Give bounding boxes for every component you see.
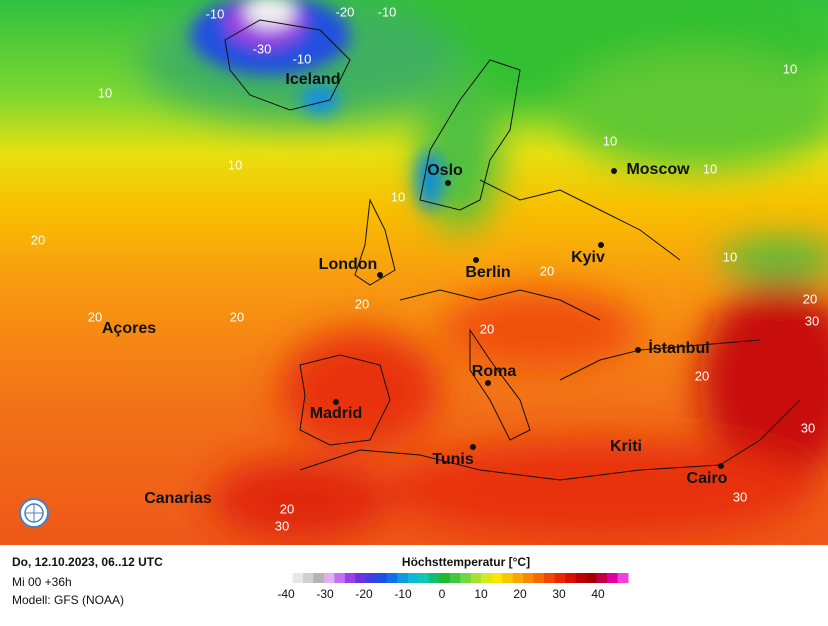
- legend-swatch: [449, 573, 461, 583]
- legend-swatch: [554, 573, 566, 583]
- city-label: Berlin: [465, 264, 510, 281]
- isoline-label: -10: [378, 4, 397, 19]
- isoline-label: 10: [228, 157, 242, 172]
- forecast-run: Mi 00 +36h: [12, 575, 72, 589]
- legend-swatch: [407, 573, 419, 583]
- legend-swatch: [397, 573, 409, 583]
- legend-tick-label: 10: [474, 587, 488, 601]
- isoline-label: -30: [253, 41, 272, 56]
- legend-swatch: [313, 573, 325, 583]
- legend-swatch: [565, 573, 577, 583]
- forecast-date: Do, 12.10.2023, 06..12 UTC: [12, 555, 163, 569]
- legend-tick-label: -10: [394, 587, 412, 601]
- legend-swatch: [596, 573, 608, 583]
- isoline-label: 30: [733, 489, 747, 504]
- isoline-label: 20: [695, 368, 709, 383]
- legend-swatch: [607, 573, 619, 583]
- legend-swatch: [586, 573, 598, 583]
- legend-swatch: [323, 573, 335, 583]
- isoline-label: -10: [293, 51, 312, 66]
- isoline-label: 10: [703, 161, 717, 176]
- footer-panel: [0, 545, 828, 626]
- city-label: Kyiv: [571, 249, 605, 266]
- legend-swatch: [439, 573, 451, 583]
- legend-swatch: [376, 573, 388, 583]
- temperature-field: [0, 0, 828, 545]
- legend-tick-label: 20: [513, 587, 527, 601]
- city-label: Tunis: [432, 451, 474, 468]
- city-label: Roma: [472, 363, 517, 380]
- isoline-label: 20: [540, 263, 554, 278]
- legend-swatch: [460, 573, 472, 583]
- legend-swatch: [355, 573, 367, 583]
- legend-swatch: [302, 573, 314, 583]
- city-label: Madrid: [310, 405, 362, 422]
- legend-swatch: [544, 573, 556, 583]
- isoline-label: 20: [803, 291, 817, 306]
- isoline-label: 10: [603, 133, 617, 148]
- legend-swatch: [386, 573, 398, 583]
- isoline-label: 10: [391, 189, 405, 204]
- globe-icon: [19, 498, 49, 528]
- city-label: Oslo: [427, 162, 463, 179]
- isoline-label: 30: [275, 518, 289, 533]
- legend-tick-label: 0: [439, 587, 446, 601]
- isoline-label: 20: [230, 309, 244, 324]
- legend-swatch: [502, 573, 514, 583]
- legend-swatch: [292, 573, 304, 583]
- legend-swatch: [575, 573, 587, 583]
- legend-tick-label: -20: [355, 587, 373, 601]
- legend-swatch: [523, 573, 535, 583]
- isoline-label: 20: [355, 296, 369, 311]
- city-label: İstanbul: [648, 339, 709, 357]
- legend-swatch: [533, 573, 545, 583]
- legend-swatch: [365, 573, 377, 583]
- city-label: London: [319, 256, 378, 273]
- city-label: Moscow: [626, 161, 690, 178]
- isoline-label: 10: [783, 61, 797, 76]
- legend-swatch: [282, 573, 293, 583]
- isoline-label: 10: [98, 85, 112, 100]
- legend-swatch: [334, 573, 346, 583]
- isoline-label: 30: [805, 313, 819, 328]
- city-dots: [333, 168, 724, 469]
- isoline-label: 20: [480, 321, 494, 336]
- legend-swatch: [470, 573, 482, 583]
- isoline-label: 20: [88, 309, 102, 324]
- legend-swatch: [481, 573, 493, 583]
- legend-tick-label: 30: [552, 587, 566, 601]
- legend-swatch: [512, 573, 524, 583]
- legend-tick-label: 40: [591, 587, 605, 601]
- legend-swatch: [428, 573, 440, 583]
- legend-title: Höchsttemperatur [°C]: [402, 555, 530, 569]
- city-label: Iceland: [285, 71, 340, 88]
- isoline-label: 10: [723, 249, 737, 264]
- isoline-label: 20: [31, 232, 45, 247]
- legend-swatch: [344, 573, 356, 583]
- city-label: Kriti: [610, 438, 642, 455]
- legend-tick-label: -30: [316, 587, 334, 601]
- city-label: Cairo: [687, 470, 728, 487]
- isoline-label: 30: [801, 420, 815, 435]
- city-label: Açores: [102, 320, 156, 337]
- isoline-label: 20: [280, 501, 294, 516]
- forecast-model: Modell: GFS (NOAA): [12, 593, 124, 607]
- legend-tick-label: -40: [277, 587, 295, 601]
- isoline-label: -20: [336, 4, 355, 19]
- city-label: Canarias: [144, 490, 212, 507]
- legend-swatch: [491, 573, 503, 583]
- legend-swatch: [617, 573, 629, 583]
- legend-swatch: [418, 573, 430, 583]
- isoline-label: -10: [206, 6, 225, 21]
